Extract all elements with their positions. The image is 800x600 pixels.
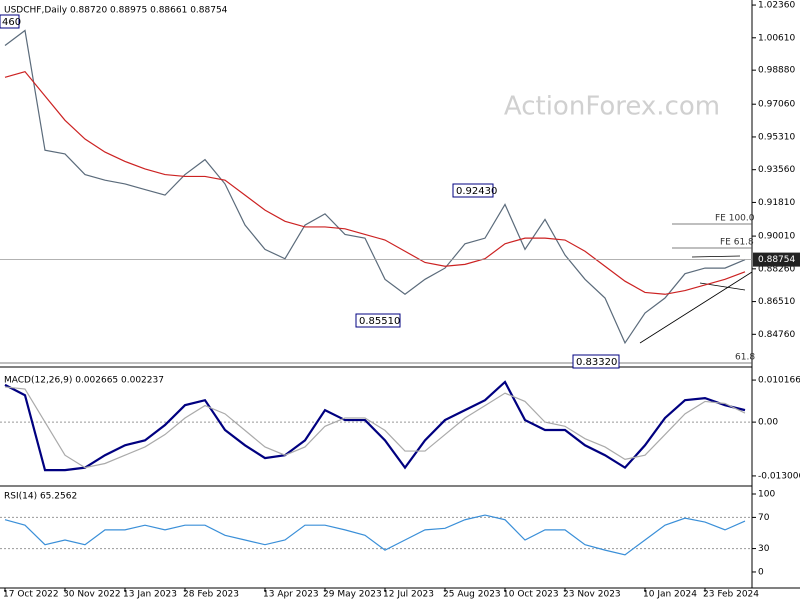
- y-tick-label: 0.88260: [758, 264, 795, 274]
- chart-title: USDCHF,Daily 0.88720 0.88975 0.88661 0.8…: [4, 6, 228, 16]
- annotation: 0.83320: [576, 357, 617, 368]
- fib-label: FE 61.8: [720, 238, 754, 248]
- y-tick-label: -0.013006: [758, 471, 800, 481]
- x-tick-label: 12 Jul 2023: [383, 590, 434, 600]
- x-tick-label: 10 Oct 2023: [503, 590, 559, 600]
- y-tick-label: 30: [758, 544, 770, 554]
- current-price-label: 0.88754: [758, 255, 795, 265]
- rsi-title: RSI(14) 65.2562: [4, 492, 77, 502]
- x-tick-label: 25 Aug 2023: [443, 590, 501, 600]
- annotation-box: [355, 313, 401, 328]
- trend-line: [639, 271, 753, 344]
- y-tick-label: 0.91810: [758, 198, 795, 208]
- y-tick-label: 0.93560: [758, 165, 795, 175]
- annotation: 0.85510: [359, 316, 400, 327]
- x-tick-label: 23 Nov 2023: [563, 590, 621, 600]
- series-line: [4, 514, 746, 556]
- x-tick-label: 13 Jan 2023: [123, 590, 177, 600]
- series-line: [4, 386, 746, 469]
- annotation-box: [572, 354, 620, 369]
- price-label-box: [753, 252, 800, 267]
- series-line: [4, 29, 746, 345]
- fib-label: 61.8: [735, 353, 755, 363]
- x-tick-label: 28 Feb 2023: [183, 590, 239, 600]
- annotation: 0.92430: [456, 186, 497, 197]
- y-tick-label: 0.98880: [758, 66, 795, 76]
- y-tick-label: 0.84760: [758, 330, 795, 340]
- x-tick-label: 23 Feb 2024: [703, 590, 759, 600]
- fib-label: FE 100.0: [715, 214, 755, 224]
- series-line: [4, 70, 746, 295]
- annotation-box: [0, 14, 20, 29]
- y-tick-label: 0.010166: [758, 376, 800, 386]
- x-tick-label: 29 May 2023: [323, 590, 382, 600]
- y-tick-label: 0.90010: [758, 232, 795, 242]
- y-tick-label: 70: [758, 513, 770, 523]
- series-line: [4, 380, 746, 472]
- y-tick-label: 0.95310: [758, 132, 795, 142]
- x-tick-label: 17 Oct 2022: [3, 590, 59, 600]
- annotation-box: [452, 183, 494, 198]
- x-tick-label: 30 Nov 2022: [63, 590, 121, 600]
- watermark: ActionForex.com: [504, 92, 720, 122]
- y-tick-label: 1.02360: [758, 1, 795, 11]
- triangle-line: [691, 255, 741, 258]
- annotation: 460: [2, 17, 21, 28]
- x-tick-label: 13 Apr 2023: [263, 590, 319, 600]
- x-tick-label: 10 Jan 2024: [643, 590, 697, 600]
- macd-title: MACD(12,26,9) 0.002665 0.002237: [4, 376, 164, 386]
- y-tick-label: 0.00: [758, 418, 778, 428]
- y-tick-label: 1.00610: [758, 33, 795, 43]
- y-tick-label: 100: [758, 490, 775, 500]
- y-tick-label: 0.97060: [758, 100, 795, 110]
- y-tick-label: 0: [758, 567, 764, 577]
- y-tick-label: 0.86510: [758, 297, 795, 307]
